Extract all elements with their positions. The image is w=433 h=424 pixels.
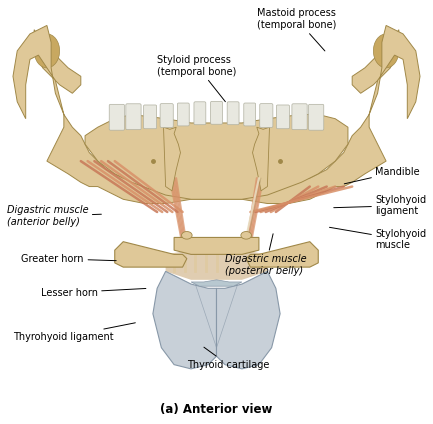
Text: Digastric muscle
(anterior belly): Digastric muscle (anterior belly)	[6, 206, 101, 227]
FancyBboxPatch shape	[276, 105, 290, 129]
Ellipse shape	[373, 34, 399, 68]
Ellipse shape	[34, 34, 60, 68]
FancyBboxPatch shape	[178, 103, 189, 126]
Polygon shape	[85, 114, 348, 199]
Polygon shape	[115, 242, 187, 267]
Polygon shape	[352, 30, 399, 93]
Text: Stylohyoid
ligament: Stylohyoid ligament	[334, 195, 427, 216]
Text: Greater horn: Greater horn	[22, 254, 116, 264]
FancyBboxPatch shape	[308, 104, 324, 130]
Polygon shape	[246, 242, 318, 267]
Ellipse shape	[181, 232, 192, 239]
Polygon shape	[34, 30, 81, 93]
Ellipse shape	[241, 232, 252, 239]
Text: Thyroid cartilage: Thyroid cartilage	[187, 347, 269, 370]
Polygon shape	[153, 271, 216, 369]
Polygon shape	[13, 25, 216, 204]
FancyBboxPatch shape	[210, 101, 223, 124]
FancyBboxPatch shape	[160, 103, 173, 127]
FancyBboxPatch shape	[143, 105, 157, 129]
FancyBboxPatch shape	[194, 102, 206, 125]
FancyBboxPatch shape	[244, 103, 255, 126]
FancyBboxPatch shape	[227, 102, 239, 125]
Text: Styloid process
(temporal bone): Styloid process (temporal bone)	[157, 55, 236, 102]
Polygon shape	[216, 271, 280, 369]
Text: (a) Anterior view: (a) Anterior view	[160, 402, 273, 416]
Polygon shape	[216, 25, 420, 204]
Polygon shape	[164, 127, 181, 191]
Text: Digastric muscle
(posterior belly): Digastric muscle (posterior belly)	[225, 234, 307, 276]
FancyBboxPatch shape	[109, 104, 125, 130]
Polygon shape	[165, 250, 268, 280]
FancyBboxPatch shape	[260, 103, 273, 127]
Text: Thyrohyoid ligament: Thyrohyoid ligament	[13, 323, 136, 342]
FancyBboxPatch shape	[292, 104, 307, 130]
Text: Mandible: Mandible	[344, 167, 420, 184]
FancyBboxPatch shape	[126, 104, 141, 130]
Polygon shape	[191, 280, 242, 286]
Text: Stylohyoid
muscle: Stylohyoid muscle	[330, 227, 427, 250]
Text: Lesser horn: Lesser horn	[41, 287, 146, 298]
Polygon shape	[252, 127, 269, 191]
Polygon shape	[174, 237, 259, 254]
Text: Mastoid process
(temporal bone): Mastoid process (temporal bone)	[257, 8, 336, 51]
